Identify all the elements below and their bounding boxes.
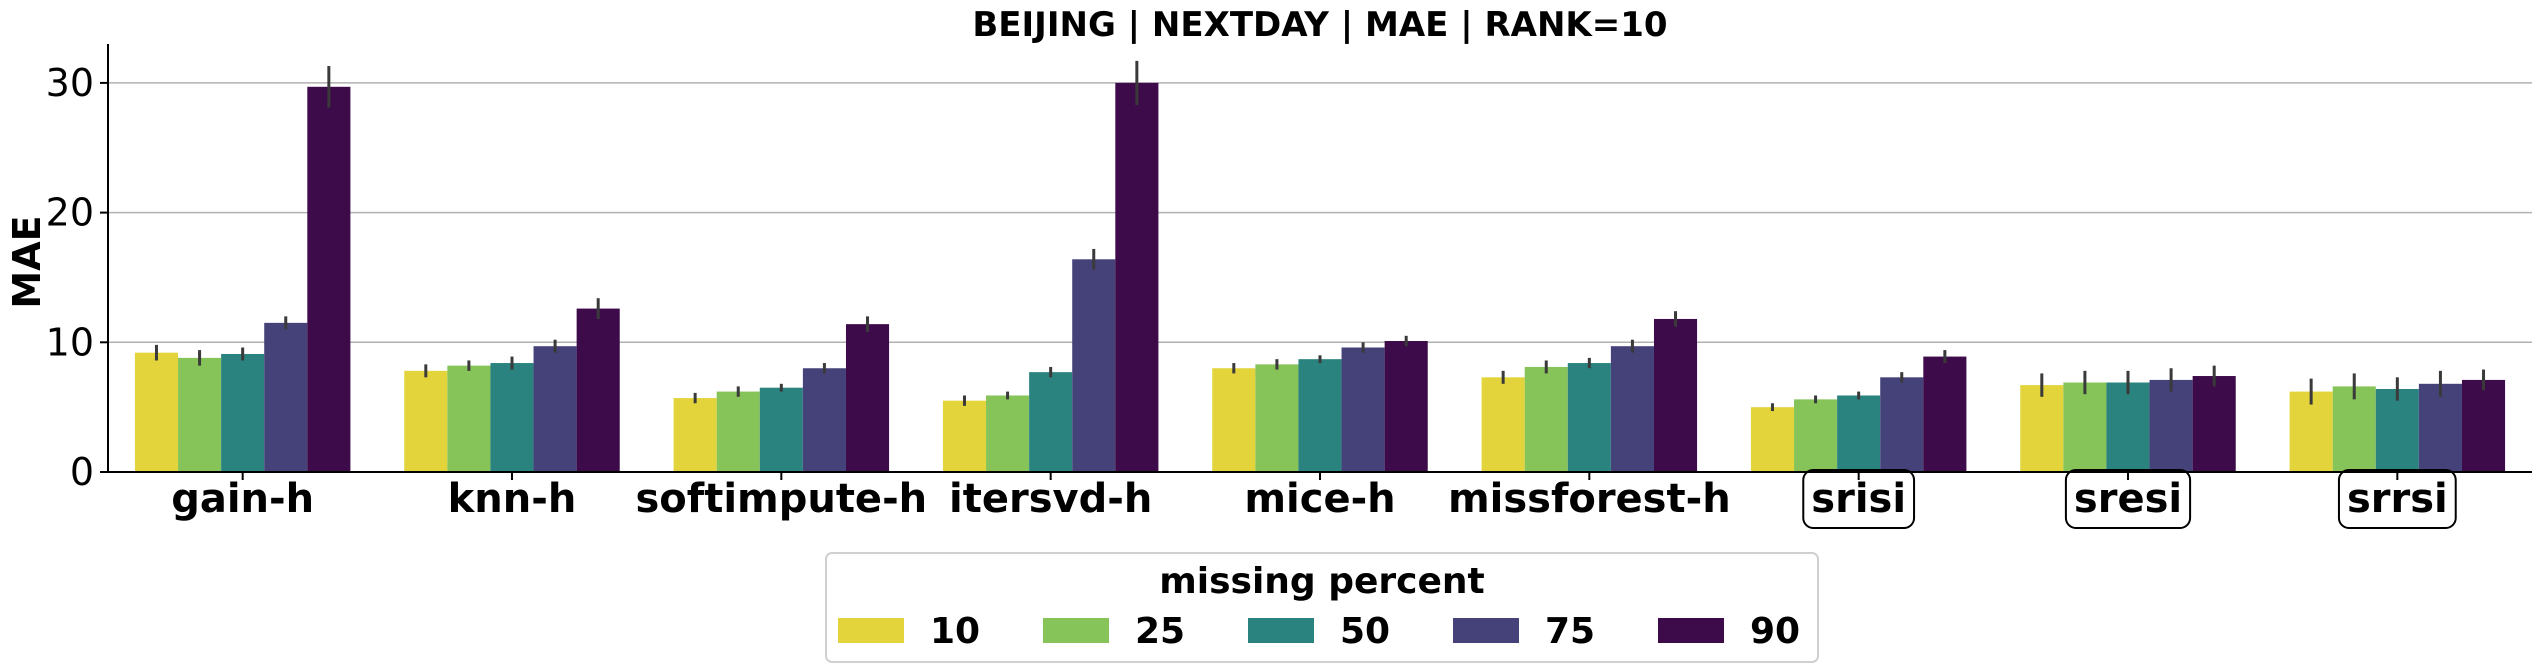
legend-swatch xyxy=(1453,618,1519,643)
bar xyxy=(986,395,1030,472)
legend-label: 75 xyxy=(1545,611,1595,652)
legend-swatch xyxy=(1043,618,1109,643)
x-tick-label: gain-h xyxy=(171,476,314,522)
bar xyxy=(1923,356,1967,472)
bar xyxy=(490,363,534,472)
bar xyxy=(1115,82,1159,472)
legend-label: 50 xyxy=(1340,611,1390,652)
legend: missing percent 10 25 50 75 90 xyxy=(825,552,1819,663)
chart-title: BEIJING | NEXTDAY | MAE | RANK=10 xyxy=(972,5,1667,45)
gridlines xyxy=(108,82,2532,344)
bar xyxy=(134,352,179,472)
bar xyxy=(307,86,351,473)
bar xyxy=(1837,395,1881,472)
x-tick-label: srisi xyxy=(1811,476,1906,522)
x-tick-label-box xyxy=(2064,469,2192,529)
bar xyxy=(1212,368,1256,472)
bar xyxy=(2289,391,2333,472)
error-bars xyxy=(154,60,2486,412)
bar xyxy=(759,387,803,472)
bar xyxy=(1794,399,1838,472)
bar xyxy=(1481,377,1525,472)
bar xyxy=(2149,379,2193,472)
y-tick-label: 10 xyxy=(46,320,94,364)
bar xyxy=(1072,259,1116,472)
bar xyxy=(1567,363,1611,472)
y-tick-labels: 0 10 20 30 xyxy=(46,61,108,494)
bars xyxy=(134,82,2506,473)
legend-swatch xyxy=(838,618,904,643)
bar xyxy=(942,400,987,472)
bar xyxy=(2418,383,2462,472)
bar xyxy=(1341,347,1385,472)
bar xyxy=(2332,386,2376,472)
bar xyxy=(1255,364,1299,472)
bar xyxy=(264,322,308,472)
x-tick-label: sresi xyxy=(2074,476,2182,522)
y-tick-label: 30 xyxy=(46,61,94,105)
bar xyxy=(1524,366,1568,472)
legend-swatch xyxy=(1248,618,1314,643)
bar xyxy=(533,346,577,472)
x-tick-labels: gain-h knn-h softimpute-h itersvd-h mice-h mi… xyxy=(171,469,2457,529)
bar xyxy=(1298,359,1342,472)
legend-label: 25 xyxy=(1135,611,1185,652)
x-tick-label: knn-h xyxy=(448,476,577,522)
bar xyxy=(1029,372,1073,472)
y-tick-label: 20 xyxy=(46,191,94,235)
bar xyxy=(802,368,846,472)
legend-label: 90 xyxy=(1750,611,1800,652)
x-tick-label-box xyxy=(2337,469,2457,529)
y-axis-label: MAE xyxy=(5,215,49,308)
legend-swatch xyxy=(1658,618,1724,643)
bar xyxy=(716,391,760,472)
bar xyxy=(2020,385,2064,472)
bar xyxy=(1880,377,1924,472)
x-tick-label: missforest-h xyxy=(1448,476,1731,522)
legend-items: 10 25 50 75 90 xyxy=(838,611,1800,652)
x-tick-label: softimpute-h xyxy=(636,476,928,522)
bar xyxy=(1610,346,1654,472)
bar xyxy=(845,324,890,472)
x-tick-label: mice-h xyxy=(1244,476,1395,522)
legend-title: missing percent xyxy=(1159,561,1485,602)
bar xyxy=(2375,388,2419,472)
x-tick-label: itersvd-h xyxy=(949,476,1152,522)
bar xyxy=(1384,341,1428,472)
bar xyxy=(2063,382,2107,472)
x-tick-label: srrsi xyxy=(2347,476,2448,522)
bar xyxy=(1750,407,1795,472)
bar xyxy=(178,357,222,472)
legend-label: 10 xyxy=(930,611,980,652)
bar xyxy=(404,370,448,472)
bar xyxy=(447,365,491,472)
bar xyxy=(2461,379,2506,472)
bar xyxy=(1653,318,1698,472)
bar xyxy=(2192,376,2236,472)
bar xyxy=(221,353,265,472)
bar xyxy=(576,308,620,472)
x-tick-label-box xyxy=(1802,469,1916,529)
bar xyxy=(2106,382,2150,472)
bar xyxy=(673,398,717,472)
y-tick-label: 0 xyxy=(70,450,94,494)
